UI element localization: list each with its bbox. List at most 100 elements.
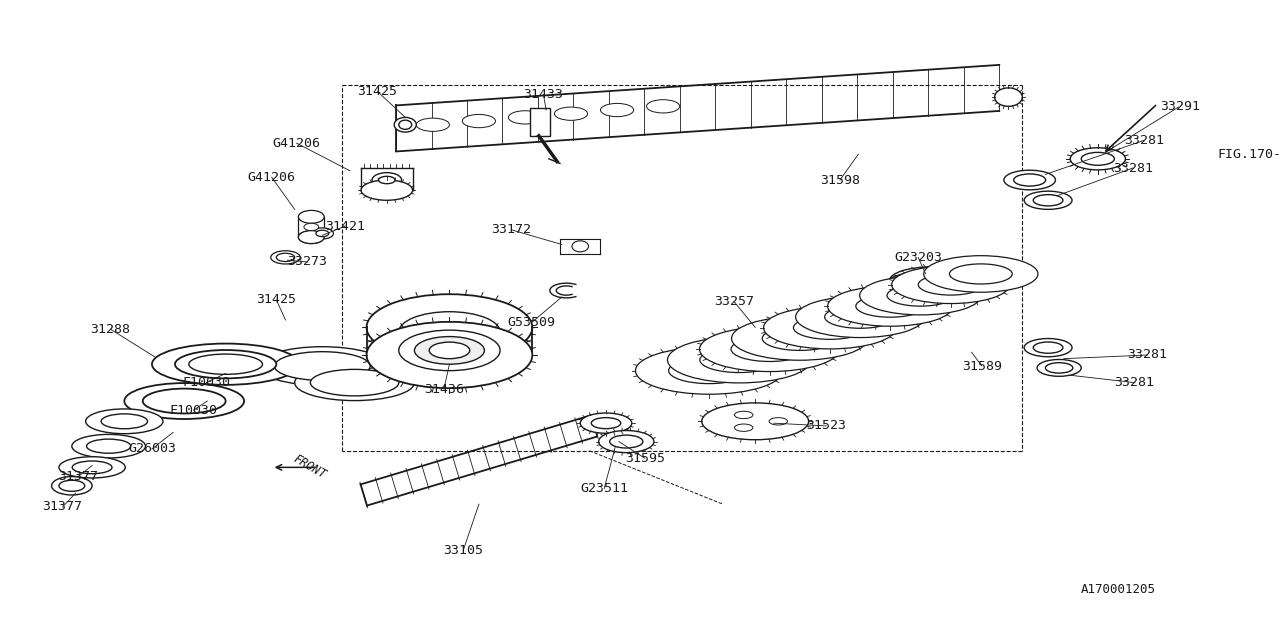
Ellipse shape bbox=[892, 266, 1010, 303]
Ellipse shape bbox=[794, 316, 867, 339]
Ellipse shape bbox=[72, 461, 111, 474]
Ellipse shape bbox=[769, 418, 787, 425]
Ellipse shape bbox=[890, 267, 974, 294]
Ellipse shape bbox=[995, 88, 1023, 106]
Ellipse shape bbox=[303, 223, 319, 230]
Ellipse shape bbox=[828, 286, 952, 326]
Ellipse shape bbox=[1033, 342, 1062, 353]
Ellipse shape bbox=[591, 418, 621, 429]
Ellipse shape bbox=[51, 477, 92, 495]
Ellipse shape bbox=[379, 177, 396, 184]
Ellipse shape bbox=[735, 412, 753, 419]
Ellipse shape bbox=[175, 350, 276, 378]
Ellipse shape bbox=[599, 431, 654, 452]
Ellipse shape bbox=[86, 409, 163, 434]
Text: 31425: 31425 bbox=[357, 85, 398, 98]
Ellipse shape bbox=[1037, 360, 1082, 376]
Text: 33257: 33257 bbox=[714, 295, 754, 308]
Text: 31288: 31288 bbox=[91, 323, 131, 336]
Ellipse shape bbox=[416, 118, 449, 131]
Ellipse shape bbox=[1070, 148, 1125, 170]
Ellipse shape bbox=[554, 107, 588, 120]
Text: 31421: 31421 bbox=[325, 220, 365, 232]
Text: F10030: F10030 bbox=[182, 376, 230, 389]
Ellipse shape bbox=[1024, 339, 1073, 356]
Ellipse shape bbox=[399, 312, 500, 352]
Ellipse shape bbox=[887, 285, 954, 306]
Ellipse shape bbox=[1004, 170, 1056, 190]
Text: 31377: 31377 bbox=[42, 500, 83, 513]
Ellipse shape bbox=[762, 326, 837, 351]
Text: 33105: 33105 bbox=[443, 544, 484, 557]
Ellipse shape bbox=[856, 295, 924, 317]
Text: FRONT: FRONT bbox=[291, 453, 328, 482]
Ellipse shape bbox=[731, 337, 808, 362]
Ellipse shape bbox=[87, 439, 131, 453]
Ellipse shape bbox=[257, 347, 387, 385]
Ellipse shape bbox=[764, 307, 896, 349]
Ellipse shape bbox=[415, 337, 484, 364]
Ellipse shape bbox=[609, 435, 643, 448]
Text: G41206: G41206 bbox=[248, 171, 296, 184]
Ellipse shape bbox=[361, 180, 412, 200]
Ellipse shape bbox=[635, 347, 783, 394]
Ellipse shape bbox=[900, 276, 955, 294]
Ellipse shape bbox=[572, 241, 589, 252]
Ellipse shape bbox=[310, 369, 399, 396]
Ellipse shape bbox=[298, 211, 324, 223]
Text: 33281: 33281 bbox=[1115, 376, 1155, 389]
Ellipse shape bbox=[124, 383, 244, 419]
Ellipse shape bbox=[274, 352, 370, 380]
Text: 31425: 31425 bbox=[256, 293, 296, 306]
Ellipse shape bbox=[59, 457, 125, 478]
Ellipse shape bbox=[824, 305, 896, 328]
Text: G41206: G41206 bbox=[273, 137, 320, 150]
Text: G53509: G53509 bbox=[507, 316, 556, 329]
Ellipse shape bbox=[101, 414, 147, 429]
Ellipse shape bbox=[143, 388, 225, 413]
Ellipse shape bbox=[950, 264, 1012, 284]
Text: 33273: 33273 bbox=[288, 255, 328, 268]
Ellipse shape bbox=[911, 280, 945, 291]
Ellipse shape bbox=[298, 230, 324, 244]
Text: 33172: 33172 bbox=[492, 223, 531, 236]
Text: G23203: G23203 bbox=[895, 251, 942, 264]
Ellipse shape bbox=[646, 100, 680, 113]
Ellipse shape bbox=[294, 365, 415, 401]
Ellipse shape bbox=[1082, 152, 1115, 165]
Ellipse shape bbox=[508, 111, 541, 124]
Text: 33281: 33281 bbox=[1112, 161, 1153, 175]
Ellipse shape bbox=[399, 330, 500, 371]
Text: F10030: F10030 bbox=[169, 404, 218, 417]
Ellipse shape bbox=[735, 424, 753, 431]
Ellipse shape bbox=[316, 230, 329, 237]
Ellipse shape bbox=[1046, 363, 1073, 373]
Ellipse shape bbox=[884, 271, 970, 298]
Ellipse shape bbox=[600, 104, 634, 116]
Ellipse shape bbox=[311, 228, 333, 239]
Ellipse shape bbox=[905, 271, 960, 289]
Text: 33281: 33281 bbox=[1128, 349, 1167, 362]
Ellipse shape bbox=[860, 276, 982, 315]
Text: 33281: 33281 bbox=[1124, 134, 1164, 147]
Ellipse shape bbox=[924, 255, 1038, 292]
Ellipse shape bbox=[429, 342, 470, 358]
Ellipse shape bbox=[700, 327, 840, 372]
Ellipse shape bbox=[1014, 174, 1046, 186]
Ellipse shape bbox=[700, 348, 778, 372]
Ellipse shape bbox=[271, 251, 301, 264]
Ellipse shape bbox=[668, 358, 750, 383]
Ellipse shape bbox=[918, 275, 983, 295]
Ellipse shape bbox=[152, 344, 300, 385]
Text: G26003: G26003 bbox=[128, 442, 175, 456]
Text: 31589: 31589 bbox=[961, 360, 1002, 372]
Ellipse shape bbox=[298, 230, 324, 244]
Text: 31598: 31598 bbox=[820, 173, 860, 186]
Ellipse shape bbox=[59, 480, 84, 492]
Ellipse shape bbox=[399, 120, 412, 129]
Text: A170001205: A170001205 bbox=[1080, 583, 1156, 596]
Ellipse shape bbox=[462, 115, 495, 128]
Ellipse shape bbox=[366, 322, 532, 388]
Text: 31436: 31436 bbox=[424, 383, 463, 396]
Ellipse shape bbox=[276, 253, 294, 262]
